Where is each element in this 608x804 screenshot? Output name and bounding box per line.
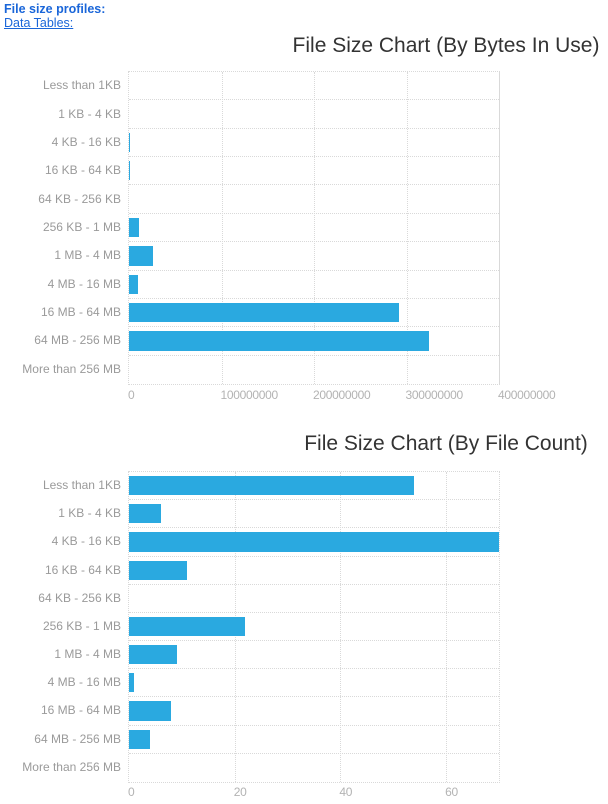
- chart-row: [129, 585, 499, 613]
- count-chart-title: File Size Chart (By File Count): [304, 432, 588, 455]
- x-tick-label: 60: [445, 785, 458, 799]
- chart-row: [129, 327, 499, 356]
- category-label: More than 256 MB: [22, 759, 121, 774]
- bar: [129, 476, 415, 496]
- chart-row: [129, 754, 499, 782]
- category-label: 1 MB - 4 MB: [54, 248, 121, 263]
- x-tick-label: 400000000: [498, 388, 556, 402]
- x-tick-label: 100000000: [220, 388, 279, 402]
- x-tick-label: 0: [128, 785, 135, 799]
- chart-row: [129, 185, 499, 214]
- bar: [129, 729, 151, 749]
- bytes-chart-category-axis: Less than 1KB 1 KB - 4 KB 4 KB - 16 KB 16 K…: [0, 71, 121, 383]
- bar: [129, 274, 139, 294]
- category-label: 16 KB - 64 KB: [44, 562, 121, 577]
- gridline: [406, 72, 408, 384]
- category-label: 256 KB - 1 MB: [42, 618, 121, 633]
- gridline: [340, 472, 342, 782]
- category-label: 4 MB - 16 MB: [47, 276, 121, 291]
- count-chart-value-axis: 0 20 40 60: [128, 785, 598, 801]
- chart-row: [129, 726, 499, 754]
- gridline: [221, 72, 223, 384]
- bar: [129, 246, 154, 266]
- chart-row: [129, 100, 499, 129]
- bar: [129, 560, 188, 580]
- category-label: 1 MB - 4 MB: [54, 647, 121, 662]
- category-label: 64 MB - 256 MB: [34, 333, 121, 348]
- chart-row: [129, 214, 499, 243]
- x-tick-label: 0: [128, 388, 135, 402]
- category-label: 16 MB - 64 MB: [40, 703, 121, 718]
- chart-row: [129, 271, 499, 299]
- chart-row: [129, 72, 499, 101]
- category-label: 4 KB - 16 KB: [51, 534, 121, 549]
- bar: [129, 701, 172, 721]
- chart-row: [129, 557, 499, 585]
- category-label: 4 KB - 16 KB: [51, 134, 121, 149]
- category-label: 16 MB - 64 MB: [40, 305, 121, 320]
- x-tick-label: 40: [339, 785, 353, 799]
- chart-row: [129, 356, 499, 384]
- bar: [129, 673, 135, 693]
- category-label: 4 MB - 16 MB: [47, 675, 121, 690]
- category-label: 16 KB - 64 KB: [44, 163, 121, 178]
- bar: [129, 616, 246, 637]
- chart-row: [129, 472, 499, 501]
- chart-row: [129, 669, 499, 698]
- file-size-profiles-label: File size profiles:: [4, 2, 106, 16]
- bar: [129, 302, 400, 323]
- chart-row: [129, 500, 499, 529]
- category-label: 256 KB - 1 MB: [42, 219, 121, 234]
- bytes-chart-plot-area: [128, 71, 500, 385]
- category-label: 1 KB - 4 KB: [58, 506, 121, 521]
- chart-row: [129, 641, 499, 670]
- category-label: 64 KB - 256 KB: [38, 191, 121, 206]
- x-tick-label: 300000000: [405, 388, 464, 402]
- bar: [129, 132, 130, 153]
- x-tick-label: 200000000: [313, 388, 371, 402]
- category-label: Less than 1KB: [42, 478, 121, 493]
- gridline: [314, 72, 315, 384]
- gridline: [499, 72, 500, 384]
- data-tables-link[interactable]: Data Tables:: [4, 16, 74, 30]
- category-label: 64 MB - 256 MB: [34, 731, 121, 746]
- chart-row: [129, 157, 499, 186]
- chart-row: [129, 242, 499, 271]
- bar: [129, 331, 429, 351]
- bar: [129, 532, 499, 552]
- count-chart-plot-area: [128, 471, 500, 783]
- chart-row: [129, 129, 499, 158]
- bar: [129, 504, 161, 524]
- bar: [129, 217, 140, 238]
- bytes-chart-title: File Size Chart (By Bytes In Use): [292, 34, 600, 57]
- category-label: 64 KB - 256 KB: [38, 590, 121, 605]
- category-label: 1 KB - 4 KB: [58, 106, 121, 121]
- chart-row: [129, 528, 499, 557]
- chart-row: [129, 613, 499, 642]
- header: File size profiles: Data Tables:: [4, 2, 105, 30]
- category-label: Less than 1KB: [42, 78, 121, 93]
- bytes-chart-value-axis: 0 100000000 200000000 300000000 400000000: [128, 388, 598, 404]
- chart-row: [129, 697, 499, 726]
- bar: [129, 645, 177, 665]
- x-tick-label: 20: [233, 785, 247, 799]
- gridline: [446, 472, 448, 782]
- chart-row: [129, 299, 499, 328]
- category-label: More than 256 MB: [22, 361, 121, 376]
- count-chart-category-axis: Less than 1KB 1 KB - 4 KB 4 KB - 16 KB 16 K…: [0, 471, 121, 781]
